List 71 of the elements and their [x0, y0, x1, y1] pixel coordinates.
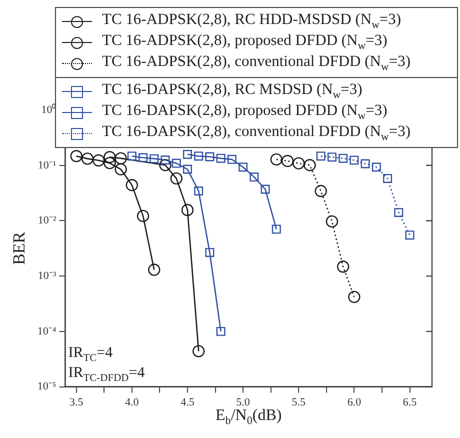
legend-label: TC 16-ADPSK(2,8), conventional DFDD (N$_{w}$=3)	[102, 53, 410, 74]
point	[136, 210, 150, 222]
point	[114, 152, 127, 164]
point	[350, 156, 359, 165]
point	[272, 224, 281, 234]
x-tick-label: 5.0	[236, 396, 250, 408]
point	[183, 164, 192, 174]
y-tick-label: 10⁻²	[38, 214, 57, 227]
point	[81, 152, 94, 165]
y-tick-label: 10⁻³	[38, 270, 57, 282]
x-tick-label: 3.5	[69, 396, 84, 408]
x-tick-label: 4.5	[180, 396, 195, 408]
point	[216, 326, 226, 336]
point	[216, 154, 226, 163]
point	[227, 154, 236, 164]
point	[159, 159, 172, 172]
point	[92, 154, 105, 166]
y-tick-label: 10⁻⁴	[37, 325, 56, 338]
point	[181, 204, 194, 216]
x-tick-label: 6.0	[347, 396, 362, 408]
point	[138, 153, 148, 162]
point	[104, 156, 116, 170]
point	[114, 163, 127, 176]
point	[150, 154, 159, 164]
annotation: IR$_{TC}$=4	[68, 344, 113, 364]
point	[314, 184, 327, 198]
annotation: IR$_{TC-DFDD}$=4	[68, 364, 145, 384]
x-tick-label: 6.5	[402, 396, 418, 408]
point	[250, 172, 259, 182]
point	[127, 152, 136, 161]
point	[270, 153, 282, 166]
point	[304, 159, 316, 172]
point	[183, 150, 192, 159]
point	[192, 345, 205, 358]
point	[292, 157, 305, 170]
point	[160, 156, 170, 164]
point	[327, 152, 336, 162]
point	[338, 154, 348, 163]
legend-label: TC 16-DAPSK(2,8), proposed DFDD (N$_{w}$=3)	[102, 102, 388, 123]
point	[383, 174, 392, 183]
point	[260, 184, 270, 194]
point	[360, 159, 370, 168]
point	[104, 151, 116, 164]
point	[281, 154, 294, 168]
point	[70, 150, 82, 162]
y-tick-label: 10⁻¹	[38, 159, 56, 172]
point	[205, 248, 214, 257]
point	[194, 152, 204, 161]
point	[238, 162, 248, 172]
x-tick-label: 4.0	[125, 396, 140, 408]
point	[316, 152, 326, 161]
point	[336, 260, 350, 273]
y-axis-title: BER	[10, 231, 29, 265]
point	[405, 230, 414, 240]
point	[205, 152, 214, 162]
point	[194, 186, 204, 196]
legend-label: TC 16-ADPSK(2,8), proposed DFDD (N$_{w}$=3)	[102, 32, 388, 53]
point	[326, 215, 338, 228]
point	[126, 179, 138, 192]
point	[148, 264, 160, 276]
point	[348, 290, 360, 304]
point	[172, 158, 181, 168]
x-tick-label: 5.5	[292, 396, 306, 408]
legend-label: TC 16-ADPSK(2,8), RC HDD-MSDSD (N$_{w}$=3)	[102, 11, 402, 32]
x-axis-title: E$_{b}$/N$_{0}$(dB)	[215, 406, 282, 427]
point	[170, 172, 182, 185]
point	[372, 162, 381, 172]
point	[394, 208, 404, 217]
y-tick-label: 10⁻⁵	[37, 380, 56, 393]
legend-label: TC 16-DAPSK(2,8), RC MSDSD (N$_{w}$=3)	[102, 81, 362, 102]
legend-label: TC 16-DAPSK(2,8), conventional DFDD (N$_{w}$=3)	[102, 123, 410, 144]
